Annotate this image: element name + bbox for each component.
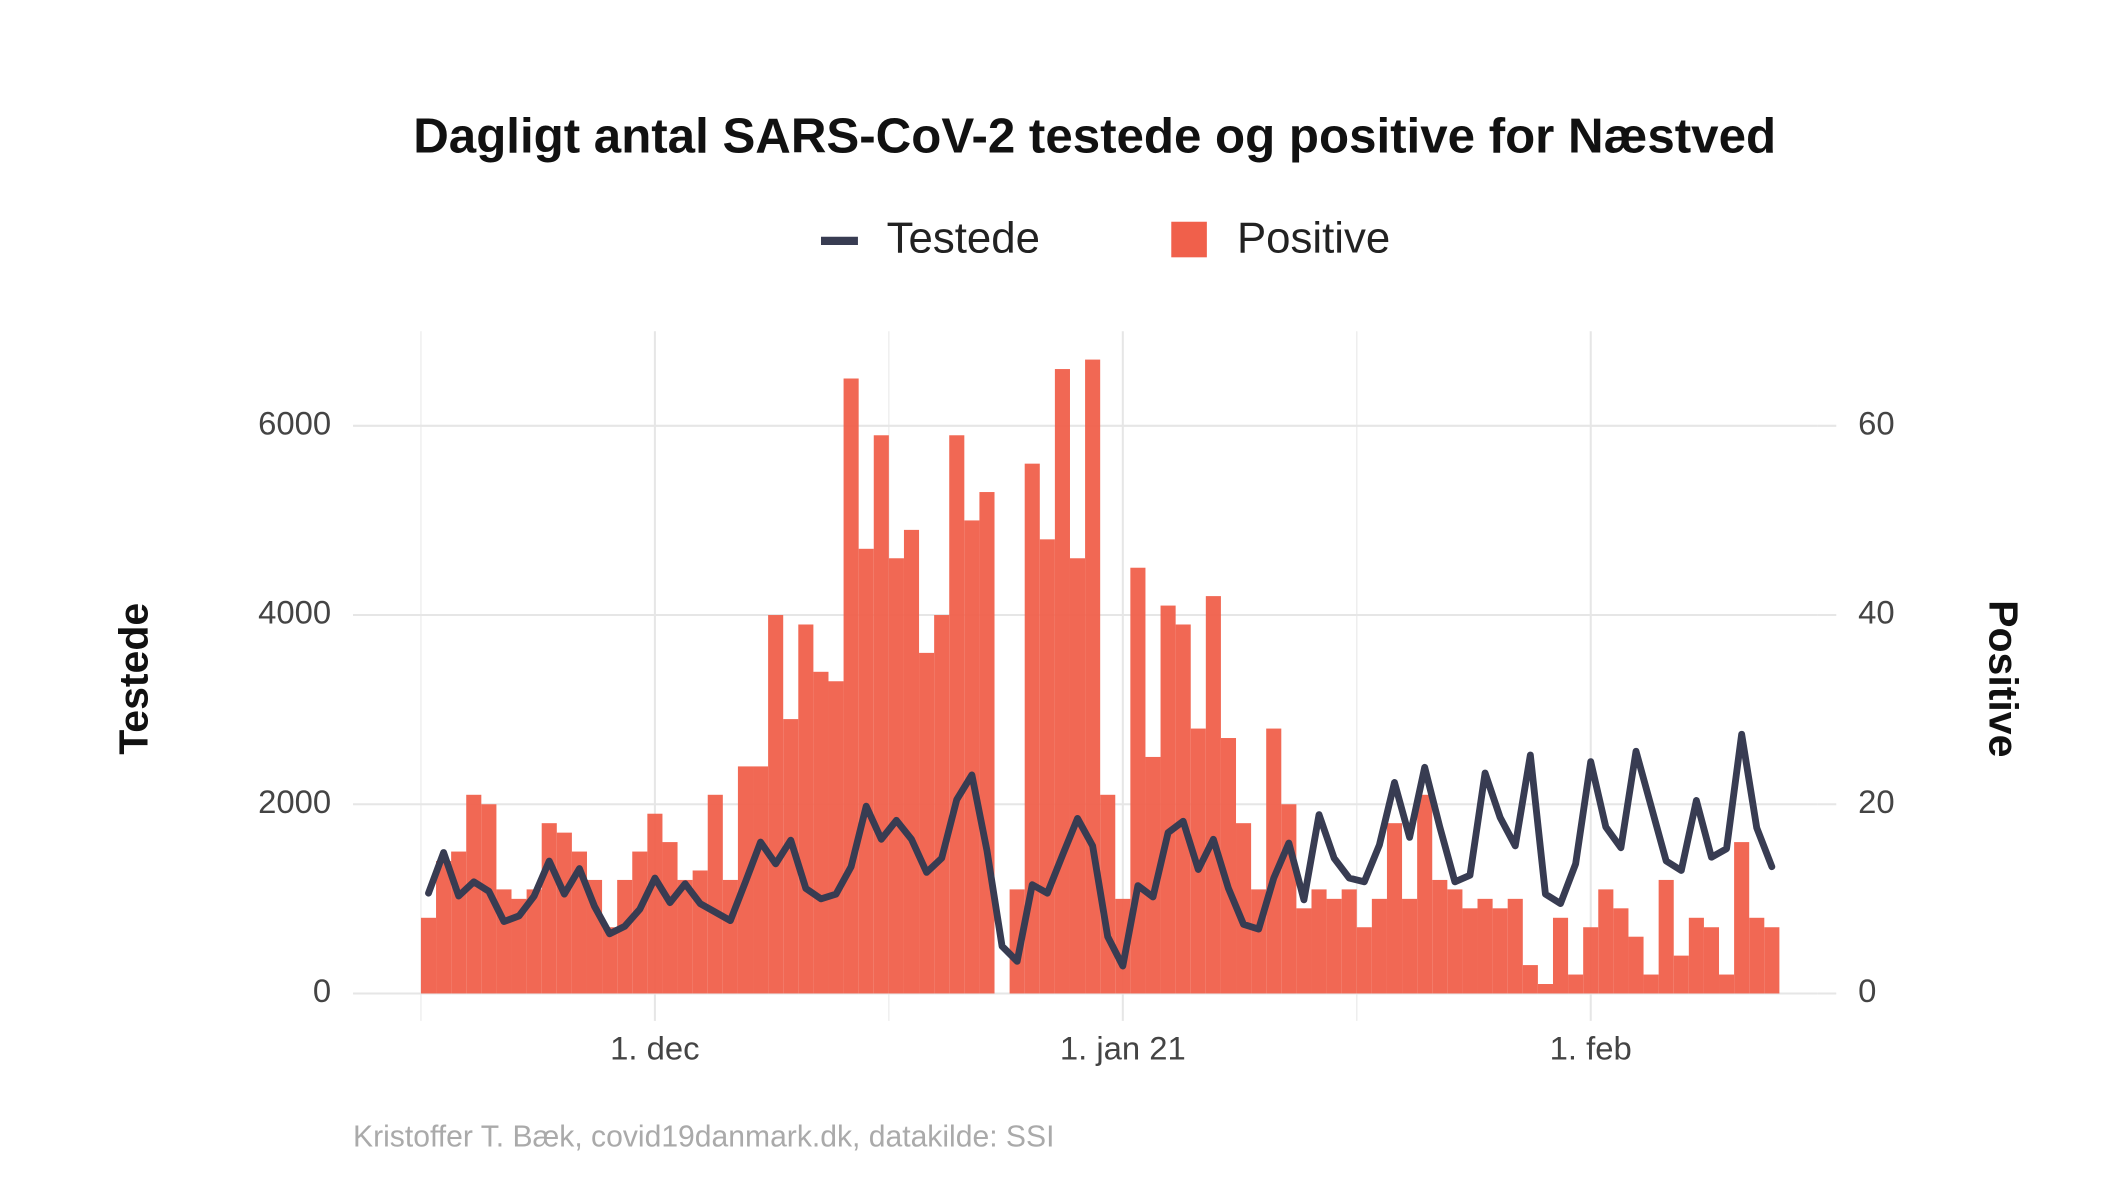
bar — [1281, 804, 1297, 994]
bar — [1764, 927, 1780, 994]
bar — [1371, 898, 1387, 994]
bar — [873, 435, 889, 994]
bar — [1628, 936, 1644, 994]
y-axis-title: Testede — [111, 603, 157, 755]
y2-tick-label: 60 — [1858, 404, 1895, 441]
y2-tick-label: 0 — [1858, 972, 1876, 1009]
bar — [1447, 889, 1463, 994]
legend-label: Testede — [887, 213, 1040, 262]
legend-swatch — [1171, 221, 1207, 258]
bar — [1598, 889, 1614, 994]
bar — [1522, 965, 1538, 994]
bar — [707, 794, 723, 994]
bar — [1417, 794, 1433, 994]
bar — [1220, 738, 1237, 994]
bar — [1386, 823, 1403, 994]
bar — [798, 624, 814, 994]
bar — [1145, 756, 1161, 994]
legend-label: Positive — [1237, 213, 1390, 262]
bar — [662, 842, 678, 994]
bar — [1749, 917, 1765, 994]
bar — [1039, 539, 1055, 994]
bar — [1311, 889, 1327, 994]
bar — [783, 719, 799, 994]
bar — [1703, 927, 1720, 994]
bar — [1326, 898, 1342, 994]
bar — [466, 794, 482, 994]
bar — [1069, 558, 1086, 994]
y-tick-label: 0 — [313, 972, 331, 1009]
bar — [556, 832, 572, 994]
bar — [843, 378, 859, 994]
bar — [1719, 974, 1735, 994]
caption: Kristoffer T. Bæk, covid19danmark.dk, da… — [353, 1120, 1054, 1153]
y2-tick-label: 20 — [1858, 783, 1895, 820]
bar — [949, 435, 965, 994]
y-tick-label: 2000 — [258, 783, 331, 820]
bar — [1402, 898, 1418, 994]
y2-tick-label: 40 — [1858, 594, 1895, 631]
bar — [602, 927, 618, 994]
y-tick-label: 6000 — [258, 404, 331, 441]
bar — [1356, 927, 1372, 994]
bar — [813, 671, 829, 994]
x-tick-label: 1. jan 21 — [1060, 1030, 1186, 1067]
bar — [1296, 908, 1312, 994]
bar — [1643, 974, 1659, 994]
bar — [964, 520, 980, 994]
bar — [647, 813, 663, 994]
bar — [1432, 879, 1448, 994]
bar — [677, 879, 693, 994]
y-tick-label: 4000 — [258, 594, 331, 631]
y2-axis-title: Positive — [1981, 600, 2027, 757]
bar — [768, 615, 784, 994]
bar — [1507, 898, 1523, 994]
bar — [1613, 908, 1629, 994]
bar — [1568, 974, 1584, 994]
bar — [420, 917, 437, 994]
bar — [1673, 955, 1689, 994]
bar — [1583, 927, 1599, 994]
bar — [526, 889, 542, 994]
bar — [934, 615, 950, 994]
bar — [1658, 879, 1674, 994]
bar — [903, 529, 920, 994]
bar — [753, 766, 769, 994]
bar — [1024, 463, 1040, 994]
bar — [1341, 889, 1357, 994]
bar — [632, 851, 648, 994]
bar — [617, 879, 633, 994]
bar — [722, 879, 738, 994]
bar — [511, 898, 527, 994]
bar — [436, 861, 452, 994]
bar — [1205, 596, 1221, 994]
bar — [1688, 917, 1704, 994]
bar — [1236, 823, 1252, 994]
bar — [828, 681, 844, 994]
line — [425, 730, 1776, 970]
bar — [1462, 908, 1478, 994]
bar — [1552, 917, 1569, 994]
bar — [1734, 842, 1750, 994]
bar — [1009, 889, 1025, 994]
bar — [919, 652, 935, 994]
x-tick-label: 1. feb — [1550, 1030, 1632, 1067]
bar — [1537, 984, 1553, 994]
bar — [979, 492, 995, 994]
bar — [1266, 728, 1282, 994]
bar — [888, 558, 904, 994]
bar — [541, 823, 557, 994]
bar — [1160, 605, 1176, 994]
x-tick-label: 1. dec — [610, 1030, 699, 1067]
bar — [1492, 908, 1508, 994]
bar — [858, 548, 874, 994]
bar — [1054, 369, 1070, 994]
bar — [1477, 898, 1493, 994]
bar — [1115, 898, 1131, 994]
chart-title: Dagligt antal SARS-CoV-2 testede og posi… — [413, 109, 1776, 164]
bar — [692, 870, 708, 994]
bar — [1175, 624, 1191, 994]
